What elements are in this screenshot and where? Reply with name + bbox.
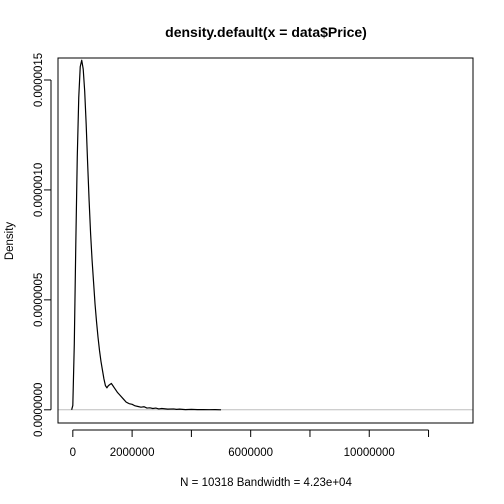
- density-series-layer: [71, 59, 222, 411]
- x-tick-label: 0: [70, 447, 76, 459]
- density-curve: [71, 59, 222, 411]
- y-axis-label: Density: [4, 222, 16, 261]
- plot-frame: [57, 57, 474, 424]
- x-tick-label: 10000000: [344, 447, 395, 459]
- chart-title: density.default(x = data$Price): [165, 24, 367, 40]
- y-tick-label: 0.0000015: [33, 53, 45, 107]
- y-tick-label: 0.0000000: [33, 383, 45, 437]
- y-tick-label: 0.0000005: [33, 273, 45, 327]
- y-tick-label: 0.0000010: [33, 163, 45, 217]
- x-tick-label: 2000000: [110, 447, 155, 459]
- x-axis-label: N = 10318 Bandwidth = 4.23e+04: [180, 477, 352, 489]
- axes-layer: 0 2000000 6000000 10000000 0.0000000 0.000000…: [33, 53, 430, 459]
- x-tick-label: 6000000: [228, 447, 273, 459]
